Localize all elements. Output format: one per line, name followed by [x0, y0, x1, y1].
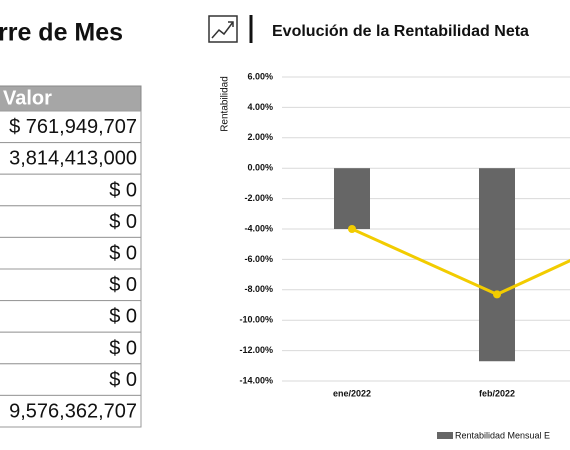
cell-value: $ 0 — [109, 369, 137, 391]
y-tick-label: -12.00% — [239, 345, 273, 355]
header-label: Valor — [3, 87, 52, 109]
cell-value: $ 0 — [109, 274, 137, 296]
y-axis-label: Rentabilidad — [220, 76, 231, 132]
cell — [0, 300, 142, 333]
y-tick-label: 2.00% — [247, 132, 273, 142]
cell-value: 9,576,362,707 — [9, 400, 137, 422]
x-tick-label: feb/2022 — [479, 388, 515, 398]
y-tick-label: -2.00% — [244, 193, 273, 203]
header-cell — [0, 85, 142, 112]
cell — [0, 173, 142, 207]
y-tick-label: -6.00% — [244, 254, 273, 264]
chart-icon — [208, 15, 238, 43]
cell-value: $ 0 — [109, 337, 137, 359]
line-point — [348, 225, 356, 233]
cell-value: $ 0 — [109, 211, 137, 233]
y-tick-label: 6.00% — [247, 71, 273, 81]
line — [351, 227, 570, 297]
cell-value: $ 0 — [109, 242, 137, 264]
cell-value: $ 761,949,707 — [9, 116, 137, 138]
cell — [0, 394, 142, 428]
bar — [479, 168, 515, 362]
y-tick-label: -8.00% — [244, 284, 273, 294]
chart-title: Evolución de la Rentabilidad Neta — [272, 23, 529, 40]
y-tick-label: -10.00% — [239, 315, 273, 325]
y-tick-label: -14.00% — [239, 375, 273, 385]
table-title: rre de Mes — [0, 19, 123, 47]
cell — [0, 205, 142, 238]
line-point — [493, 290, 501, 299]
cell-value: $ 0 — [109, 179, 137, 201]
cell-value: $ 0 — [109, 306, 137, 328]
bar — [334, 168, 370, 229]
cell — [0, 110, 142, 144]
cell — [0, 331, 142, 365]
cell-value: 3,814,413,000 — [9, 148, 137, 170]
y-tick-label: 0.00% — [247, 163, 273, 173]
y-tick-label: 4.00% — [247, 102, 273, 112]
y-tick-label: -4.00% — [244, 223, 273, 233]
x-tick-label: ene/2022 — [333, 388, 371, 398]
legend-swatch — [437, 432, 453, 439]
legend-label: Rentabilidad Mensual E — [455, 430, 550, 440]
